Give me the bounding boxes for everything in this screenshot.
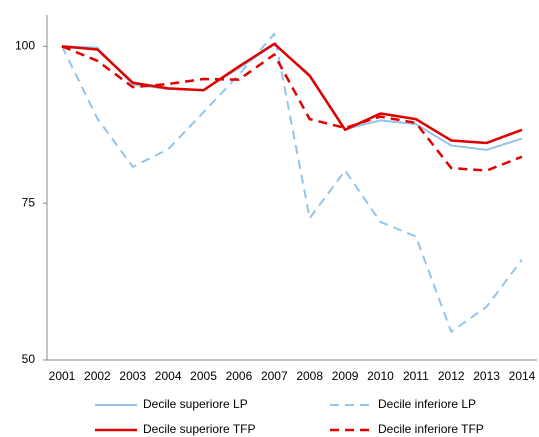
series-line	[61, 32, 523, 333]
x-tick-label: 2007	[261, 369, 288, 383]
x-tick-label: 2003	[119, 369, 146, 383]
y-tick-label: 50	[22, 352, 36, 366]
series-line	[61, 42, 523, 145]
x-tick-label: 2002	[84, 369, 111, 383]
x-tick-label: 2005	[190, 369, 217, 383]
x-tick-label: 2011	[403, 369, 429, 383]
x-tick-label: 2004	[155, 369, 182, 383]
x-tick-label: 2009	[332, 369, 359, 383]
y-tick-label: 75	[22, 195, 36, 209]
x-tick-label: 2008	[296, 369, 323, 383]
x-tick-label: 2012	[438, 369, 465, 383]
x-tick-label: 2001	[49, 369, 76, 383]
legend-label: Decile superiore TFP	[143, 422, 256, 436]
x-tick-label: 2013	[473, 369, 500, 383]
x-tick-label: 2010	[367, 369, 394, 383]
y-tick-label: 100	[15, 39, 35, 53]
legend-label: Decile superiore LP	[143, 397, 248, 411]
x-tick-label: 2006	[226, 369, 253, 383]
legend-label: Decile inferiore TFP	[378, 422, 484, 436]
series-line	[61, 45, 523, 172]
x-tick-label: 2014	[509, 369, 536, 383]
legend-label: Decile inferiore LP	[378, 397, 476, 411]
